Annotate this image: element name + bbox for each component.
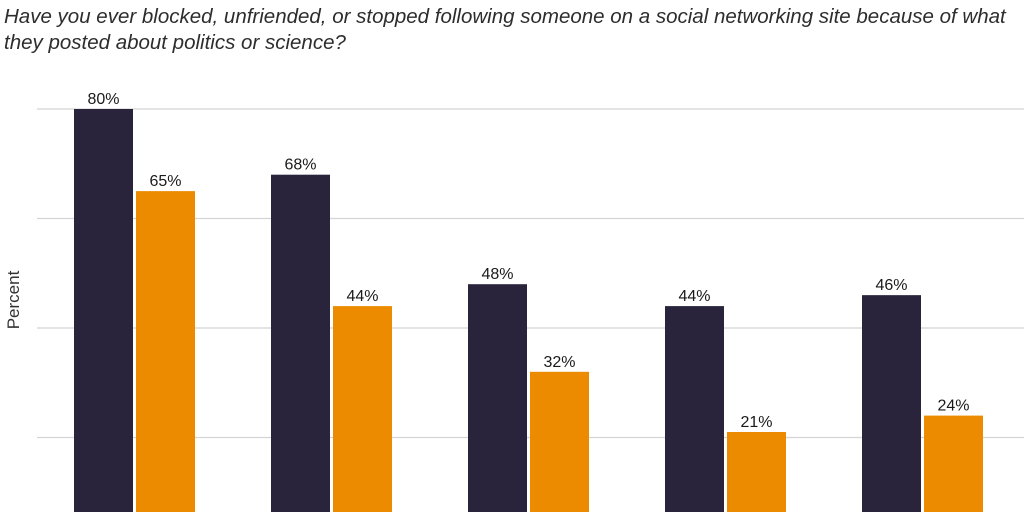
bar-s1-c0 (136, 191, 195, 512)
data-labels: 80% 68% 48% 44% 46% 65% 44% 32% 21% 24% (87, 91, 969, 431)
data-label-s0-c3: 44% (678, 288, 710, 305)
bars (74, 109, 983, 512)
bar-s0-c0 (74, 109, 133, 512)
data-label-s1-c2: 32% (543, 354, 575, 371)
data-label-s1-c0: 65% (149, 173, 181, 190)
data-label-s0-c2: 48% (481, 266, 513, 283)
bar-s1-c3 (727, 432, 786, 512)
data-label-s1-c1: 44% (346, 288, 378, 305)
bar-s1-c4 (924, 415, 983, 512)
bar-s0-c4 (862, 295, 921, 512)
bar-s1-c1 (333, 306, 392, 512)
bar-s0-c2 (468, 284, 527, 512)
bar-s0-c1 (271, 174, 330, 512)
data-label-s0-c1: 68% (284, 157, 316, 174)
data-label-s1-c4: 24% (937, 398, 969, 415)
bar-s1-c2 (530, 371, 589, 512)
data-label-s0-c0: 80% (87, 91, 119, 108)
y-axis-label: Percent (4, 270, 23, 329)
chart-title: Have you ever blocked, unfriended, or st… (4, 5, 1006, 54)
data-label-s1-c3: 21% (740, 414, 772, 431)
data-label-s0-c4: 46% (875, 277, 907, 294)
bar-s0-c3 (665, 306, 724, 512)
